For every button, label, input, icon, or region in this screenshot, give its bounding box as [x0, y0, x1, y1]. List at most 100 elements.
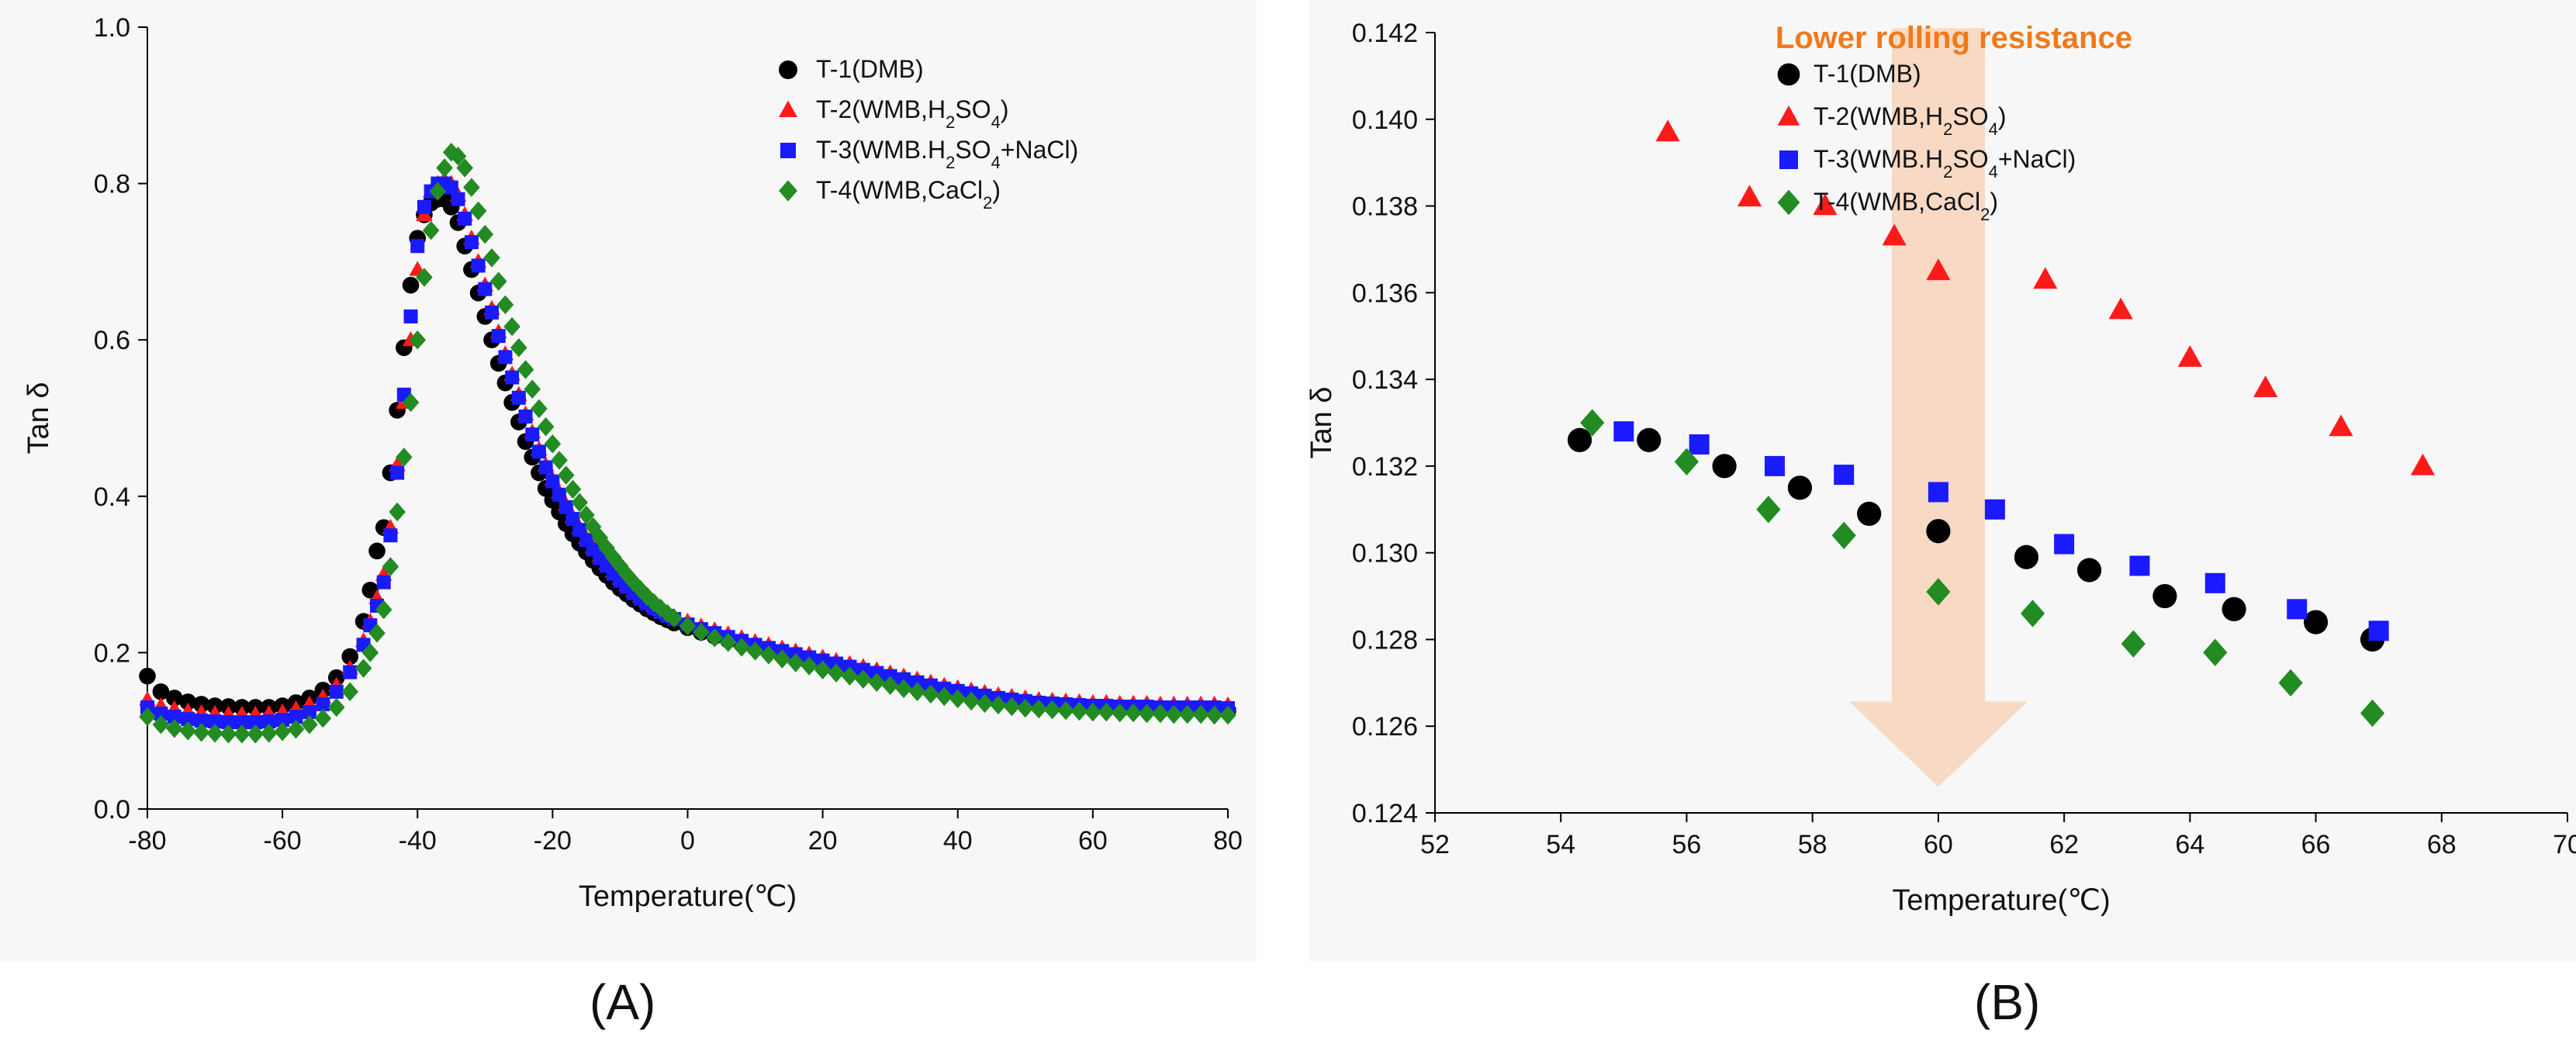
data-point	[544, 434, 562, 454]
data-point	[436, 158, 453, 178]
series-T4	[139, 143, 1236, 744]
data-point	[1689, 434, 1710, 455]
data-point	[828, 663, 845, 683]
data-point	[1857, 501, 1882, 526]
data-point	[517, 360, 534, 379]
data-point	[383, 528, 398, 543]
data-point	[314, 708, 332, 728]
data-point	[208, 714, 223, 729]
data-point	[152, 683, 170, 700]
chart-a: -80 -60 -40 -20 0 20 40 60 80 0.0 0.2 0.4 0.6 0.8 1.0 T…	[22, 13, 1243, 913]
y-tick-label: 0.126	[1352, 712, 1418, 742]
y-tick-label: 0.136	[1352, 278, 1418, 308]
data-point	[1765, 455, 1785, 476]
data-point	[841, 666, 859, 686]
data-point	[1003, 697, 1021, 717]
data-point	[2121, 630, 2146, 658]
data-point	[1098, 702, 1115, 722]
data-point	[1070, 701, 1088, 721]
data-point	[922, 684, 939, 704]
data-point	[491, 329, 506, 344]
panel-a-background	[0, 0, 1257, 962]
y-tick-label: 0.142	[1352, 19, 1418, 48]
data-point	[949, 689, 966, 709]
data-point	[800, 656, 818, 676]
data-point	[773, 649, 791, 669]
data-point	[361, 643, 379, 662]
x-tick-label: 0	[680, 826, 695, 856]
data-point	[422, 220, 440, 240]
legend-label-T1: T-1(DMB)	[1814, 60, 1921, 88]
y-axis-title: Tan δ	[1309, 387, 1338, 459]
data-point	[2368, 621, 2389, 641]
data-point	[855, 669, 872, 689]
data-point	[458, 211, 472, 226]
data-point	[1567, 427, 1592, 452]
data-point	[287, 719, 305, 739]
data-point	[1030, 699, 1048, 719]
data-point	[1928, 482, 1948, 503]
x-axis-title: Temperature(℃)	[1892, 884, 2110, 917]
data-point	[275, 713, 290, 728]
data-point	[1926, 519, 1951, 544]
data-point	[220, 724, 237, 744]
data-point	[1192, 704, 1209, 724]
data-point	[531, 444, 546, 459]
data-point	[2329, 414, 2353, 437]
legend-marker-T1	[1777, 63, 1800, 86]
data-point	[396, 448, 413, 467]
data-point	[1834, 465, 1855, 486]
data-point	[1219, 705, 1236, 725]
series-T3	[1613, 421, 2389, 641]
data-point	[1178, 704, 1196, 724]
data-point	[565, 512, 580, 527]
x-tick-label: 62	[2049, 830, 2079, 859]
data-point	[343, 665, 358, 679]
y-tick-label: 0.138	[1352, 192, 1418, 222]
legend-label-T1: T-1(DMB)	[816, 55, 924, 83]
data-point	[571, 493, 588, 513]
data-point	[2222, 596, 2246, 621]
data-point	[1737, 185, 1762, 207]
data-point	[1756, 496, 1781, 524]
data-point	[402, 276, 420, 294]
data-point	[557, 465, 575, 485]
data-point	[469, 201, 487, 221]
panel-label-a: (A)	[590, 974, 656, 1030]
x-tick-label: 20	[808, 826, 838, 856]
data-point	[552, 487, 567, 502]
data-point	[403, 309, 418, 323]
data-point	[511, 390, 526, 405]
data-point	[167, 710, 182, 724]
data-point	[1655, 119, 1680, 142]
data-point	[733, 638, 750, 657]
y-tick-label: 0.124	[1352, 799, 1418, 828]
legend-label-T2: T-2(WMB,H2SO4)	[1814, 102, 2006, 139]
data-point	[248, 715, 263, 730]
data-point	[206, 723, 223, 743]
y-tick-label: 0.2	[94, 638, 130, 668]
data-point	[525, 427, 540, 442]
x-tick-label: 64	[2175, 830, 2204, 859]
data-point	[376, 575, 391, 590]
data-point	[221, 715, 236, 730]
x-tick-label: 52	[1420, 830, 1450, 859]
data-point	[154, 707, 168, 721]
data-point	[316, 697, 330, 711]
data-point	[471, 258, 486, 273]
y-tick-label: 0.140	[1352, 105, 1418, 135]
x-tick-label: 60	[1078, 826, 1108, 856]
data-point	[551, 451, 568, 470]
data-point	[645, 593, 662, 613]
data-point	[2253, 375, 2278, 397]
data-point	[410, 239, 425, 254]
data-point	[518, 409, 533, 424]
data-point	[464, 235, 479, 250]
data-point	[166, 690, 183, 707]
data-point	[564, 479, 582, 499]
data-point	[368, 542, 386, 560]
data-point	[1138, 704, 1156, 724]
x-tick-label: -20	[534, 826, 572, 856]
data-point	[545, 474, 560, 489]
data-point	[194, 714, 209, 728]
